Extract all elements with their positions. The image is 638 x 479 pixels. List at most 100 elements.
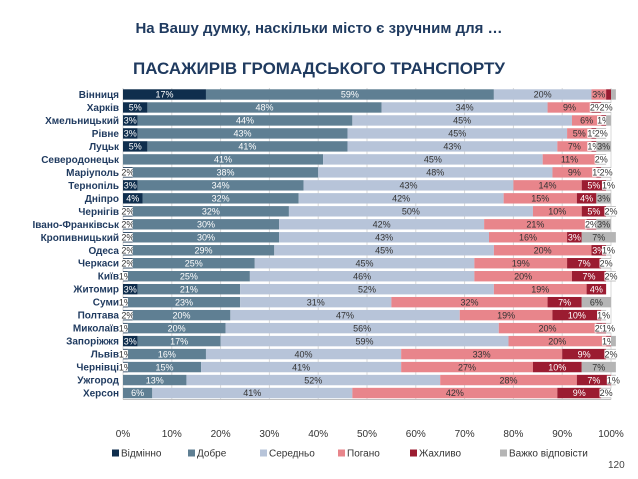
bar-segment [147, 141, 348, 152]
data-label: 25% [185, 258, 203, 268]
data-label: 2% [121, 232, 134, 242]
data-label: 34% [456, 103, 474, 113]
bar-segment [201, 361, 402, 373]
bar-segment [581, 296, 611, 308]
bar-segment [493, 283, 587, 295]
bar-segment [513, 180, 582, 191]
data-label: 15% [155, 362, 173, 372]
legend-swatch [260, 449, 267, 457]
data-label: 20% [168, 323, 186, 333]
bar-segment [503, 193, 577, 204]
data-label: 42% [446, 388, 464, 398]
x-tick-label: 90% [552, 429, 572, 440]
data-label: 4% [590, 284, 603, 294]
bar-segment [142, 193, 299, 204]
bar-segment [132, 309, 231, 321]
data-label-background [121, 167, 135, 177]
bar-segment [123, 154, 324, 165]
bar-segment [552, 309, 602, 321]
bar-segment [347, 141, 558, 152]
data-label: 7% [568, 142, 581, 152]
x-tick-label: 80% [503, 429, 523, 440]
legend-label: Жахливо [419, 449, 462, 460]
data-label: 13% [146, 375, 164, 385]
data-label: 5% [129, 103, 142, 113]
bar-segment [132, 219, 280, 230]
x-tick-label: 70% [455, 429, 475, 440]
bar-segment [352, 387, 558, 399]
data-label: 3% [568, 232, 581, 242]
data-label: 6% [131, 388, 144, 398]
chart-subtitle: ПАСАЖИРІВ ГРОМАДСЬКОГО ТРАНСПОРТУ [132, 59, 506, 78]
category-label: Запоріжжя [66, 337, 119, 348]
data-label: 3% [124, 336, 137, 346]
data-label: 4% [580, 194, 593, 204]
bar-segment [347, 128, 568, 139]
category-label: Тернопіль [68, 181, 119, 192]
bar-segment [205, 348, 402, 360]
bar-segment [123, 374, 187, 386]
legend-label: Погано [347, 449, 380, 460]
bar-segment [557, 141, 592, 152]
data-label: 2% [600, 103, 613, 113]
data-label: 5% [573, 129, 586, 139]
data-label-background [121, 219, 135, 229]
bar-segment [230, 309, 460, 321]
bar-segment [571, 271, 607, 282]
bar-segment [606, 89, 611, 100]
legend-label: Важко відповісти [509, 449, 588, 460]
data-label: 3% [124, 116, 137, 126]
bar-segment [586, 283, 607, 295]
bar-segment [581, 180, 607, 191]
data-label-background [594, 154, 608, 164]
data-label: 50% [402, 207, 420, 217]
data-label-background [121, 258, 135, 268]
data-label: 2% [604, 271, 617, 281]
bar-segment [127, 361, 202, 373]
data-label: 11% [561, 155, 578, 165]
bar-segment [552, 167, 597, 178]
data-label: 7% [583, 271, 596, 281]
data-label: 1% [592, 168, 605, 178]
category-label: Черкаси [78, 259, 119, 270]
data-label: 45% [453, 116, 471, 126]
data-label: 43% [399, 181, 417, 191]
x-tick-label: 100% [598, 429, 624, 440]
bar-segment [318, 167, 553, 178]
data-label-background [604, 349, 618, 359]
data-label: 17% [155, 90, 173, 100]
data-label: 21% [526, 219, 544, 229]
bar-segment [596, 219, 611, 230]
bar-segment [508, 335, 607, 347]
data-label: 33% [473, 349, 491, 359]
data-label: 1% [607, 375, 620, 385]
data-label-background [601, 180, 616, 190]
data-label: 2% [604, 207, 617, 217]
bar-segment [288, 206, 533, 217]
bar-segment [484, 219, 587, 230]
bar-segment [137, 283, 241, 295]
legend-swatch [188, 449, 195, 457]
bar-segment [123, 89, 206, 100]
category-label: Суми [93, 298, 119, 309]
data-label: 1% [119, 271, 132, 281]
data-label: 10% [568, 310, 586, 320]
data-label: 6% [590, 297, 603, 307]
data-label-background [118, 349, 133, 359]
data-label: 34% [212, 181, 230, 191]
data-label-background [118, 362, 133, 372]
bar-segment [147, 102, 382, 113]
bar-segment [123, 387, 153, 399]
data-label: 19% [497, 310, 515, 320]
bar-segment [567, 128, 592, 139]
bar-segment [137, 180, 304, 191]
bar-segment [557, 387, 602, 399]
bar-segment [474, 258, 568, 269]
data-label: 30% [197, 219, 215, 229]
bar-segment [186, 374, 441, 386]
bar-segment [591, 89, 607, 100]
bar-segment [123, 115, 138, 126]
bar-segment [498, 322, 597, 334]
bar-segment [493, 89, 592, 100]
bar-segment [132, 232, 280, 243]
